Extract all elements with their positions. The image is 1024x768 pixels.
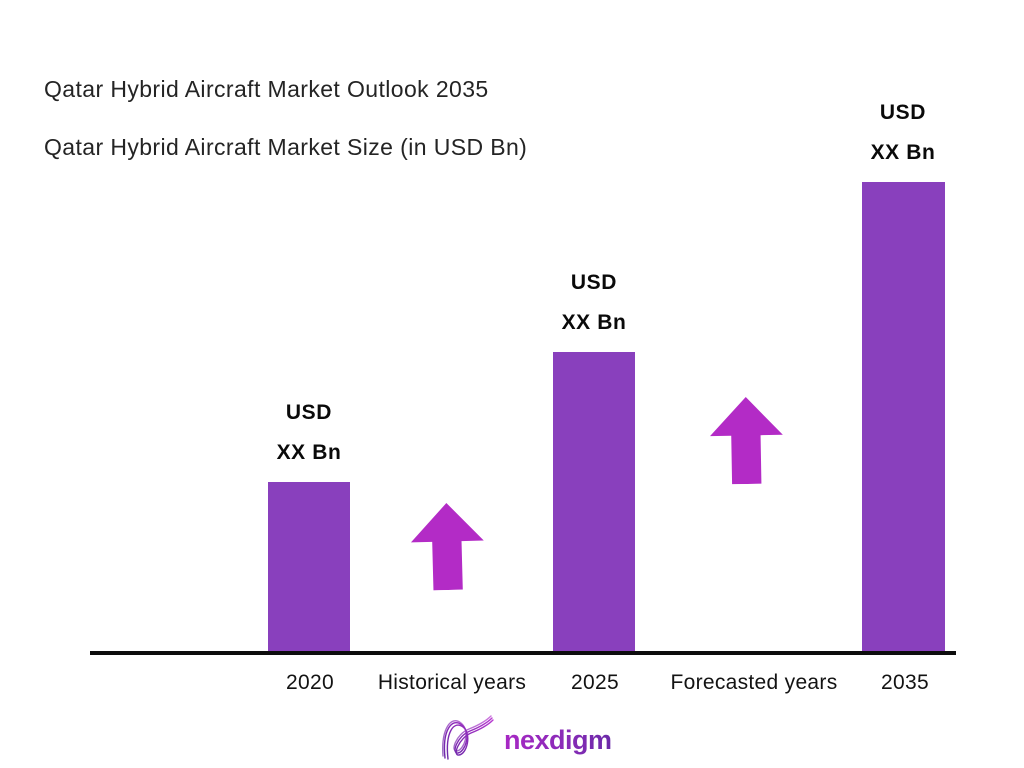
bar-value-line2: XX Bn <box>561 311 627 334</box>
bar-value-line1: USD <box>570 271 618 294</box>
historical-years-annotation: Historical years <box>377 671 527 694</box>
bar-value-line2: XX Bn <box>870 141 936 164</box>
nexdigm-logo-mark-icon <box>441 714 497 767</box>
x-tick-2020: 2020 <box>286 671 334 694</box>
nexdigm-logo-text: nexdigm <box>504 725 612 755</box>
x-axis-line <box>90 651 956 655</box>
nexdigm-logo: nexdigm <box>441 714 612 767</box>
x-tick-2025: 2025 <box>571 671 619 694</box>
bar-value-label-2025: USD XX Bn <box>519 263 669 343</box>
chart-subtitle: Qatar Hybrid Aircraft Market Size (in US… <box>44 134 528 160</box>
bar-2025 <box>553 352 635 652</box>
bar-value-line1: USD <box>879 101 927 124</box>
bar-2020 <box>268 482 350 652</box>
chart-title: Qatar Hybrid Aircraft Market Outlook 203… <box>44 76 489 102</box>
bar-value-label-2035: USD XX Bn <box>828 93 978 173</box>
bar-value-line2: XX Bn <box>276 441 342 464</box>
bar-value-line1: USD <box>285 401 333 424</box>
growth-arrow-icon <box>409 502 486 591</box>
bar-2035 <box>862 182 945 652</box>
bar-value-label-2020: USD XX Bn <box>234 393 384 473</box>
forecasted-years-annotation: Forecasted years <box>670 671 838 694</box>
growth-arrow-icon <box>708 396 785 485</box>
x-tick-2035: 2035 <box>881 671 929 694</box>
